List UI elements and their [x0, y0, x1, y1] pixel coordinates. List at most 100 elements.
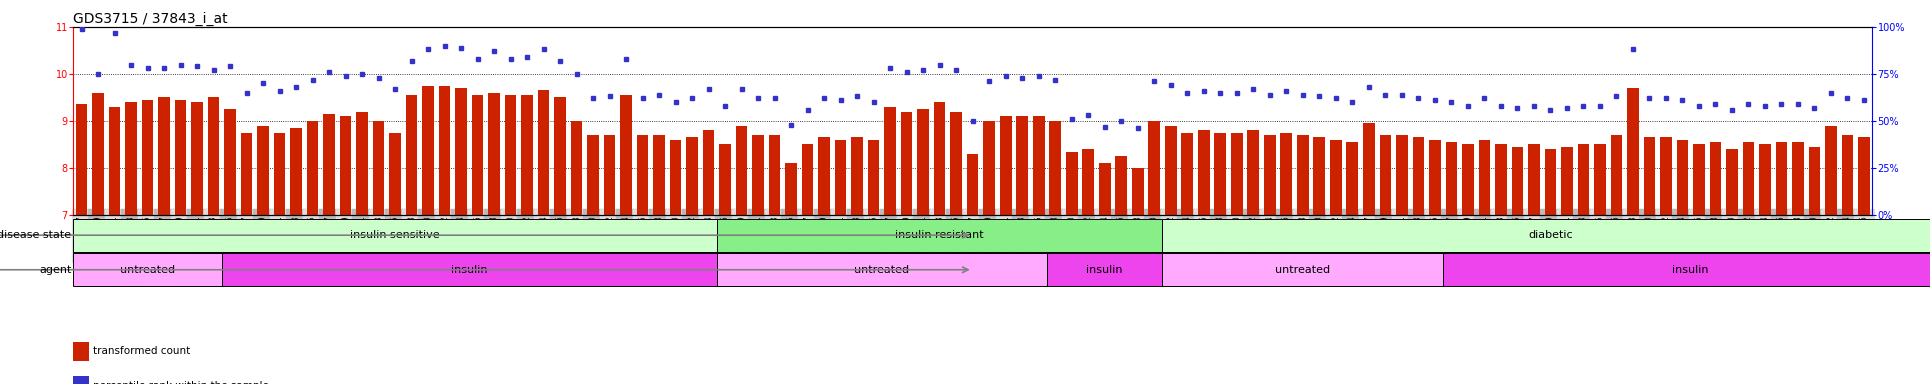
- Bar: [1116, 156, 1127, 215]
- Bar: [538, 90, 550, 215]
- Bar: [1660, 137, 1671, 215]
- Bar: [521, 95, 533, 215]
- Bar: [818, 137, 830, 215]
- Bar: [224, 109, 235, 215]
- Bar: [1413, 137, 1424, 215]
- Bar: [1478, 140, 1490, 215]
- Bar: [720, 144, 731, 215]
- Bar: [984, 121, 996, 215]
- Bar: [554, 98, 565, 215]
- Bar: [768, 135, 780, 215]
- Bar: [1808, 147, 1820, 215]
- Text: insulin resistant: insulin resistant: [896, 230, 984, 240]
- Bar: [1610, 135, 1621, 215]
- Bar: [716, 253, 1046, 286]
- Bar: [1162, 253, 1444, 286]
- Bar: [1428, 140, 1440, 215]
- Bar: [716, 219, 1162, 252]
- Bar: [1826, 126, 1837, 215]
- Bar: [1133, 168, 1143, 215]
- Bar: [735, 126, 747, 215]
- Bar: [1395, 135, 1407, 215]
- Bar: [1693, 144, 1704, 215]
- Bar: [967, 154, 979, 215]
- Bar: [1529, 144, 1540, 215]
- Text: untreated: untreated: [855, 265, 909, 275]
- Bar: [934, 102, 946, 215]
- Bar: [1444, 253, 1930, 286]
- Bar: [1065, 152, 1077, 215]
- Bar: [176, 100, 187, 215]
- Bar: [307, 121, 318, 215]
- Bar: [670, 140, 681, 215]
- Bar: [571, 121, 583, 215]
- Text: transformed count: transformed count: [93, 346, 189, 356]
- Bar: [108, 107, 120, 215]
- Text: untreated: untreated: [1276, 265, 1330, 275]
- Bar: [1046, 253, 1162, 286]
- Bar: [1148, 121, 1160, 215]
- Bar: [1000, 116, 1011, 215]
- Bar: [208, 98, 220, 215]
- Bar: [1743, 142, 1754, 215]
- Bar: [1511, 147, 1523, 215]
- Bar: [1859, 137, 1870, 215]
- Bar: [604, 135, 616, 215]
- Bar: [340, 116, 351, 215]
- Bar: [191, 102, 203, 215]
- Bar: [851, 137, 863, 215]
- Bar: [836, 140, 847, 215]
- Bar: [1098, 163, 1110, 215]
- Bar: [1594, 144, 1606, 215]
- Bar: [1181, 133, 1193, 215]
- Bar: [423, 86, 434, 215]
- Bar: [241, 133, 253, 215]
- Text: disease state: disease state: [0, 230, 71, 240]
- Bar: [1330, 140, 1341, 215]
- Bar: [786, 163, 797, 215]
- Bar: [687, 137, 699, 215]
- Bar: [141, 100, 152, 215]
- Bar: [75, 104, 87, 215]
- Bar: [950, 112, 961, 215]
- Bar: [73, 253, 222, 286]
- Bar: [1677, 140, 1689, 215]
- Text: percentile rank within the sample: percentile rank within the sample: [93, 381, 268, 384]
- Bar: [1264, 135, 1276, 215]
- Bar: [654, 135, 666, 215]
- Bar: [1363, 123, 1374, 215]
- Text: insulin sensitive: insulin sensitive: [351, 230, 440, 240]
- Text: insulin: insulin: [1671, 265, 1708, 275]
- Bar: [125, 102, 137, 215]
- Bar: [1214, 133, 1226, 215]
- Text: insulin: insulin: [1087, 265, 1123, 275]
- Bar: [324, 114, 336, 215]
- Bar: [1544, 149, 1556, 215]
- Bar: [158, 98, 170, 215]
- Bar: [703, 130, 714, 215]
- Bar: [1776, 142, 1787, 215]
- Bar: [620, 95, 631, 215]
- Bar: [1710, 142, 1722, 215]
- Bar: [372, 121, 384, 215]
- Bar: [1758, 144, 1770, 215]
- Bar: [1841, 135, 1853, 215]
- Bar: [587, 135, 598, 215]
- Bar: [1446, 142, 1457, 215]
- Bar: [438, 86, 450, 215]
- Bar: [1083, 149, 1094, 215]
- Bar: [1725, 149, 1737, 215]
- Bar: [274, 133, 286, 215]
- Bar: [1231, 133, 1243, 215]
- Bar: [1380, 135, 1392, 215]
- Bar: [1561, 147, 1573, 215]
- Bar: [753, 135, 764, 215]
- Bar: [93, 93, 104, 215]
- Bar: [803, 144, 813, 215]
- Bar: [637, 135, 648, 215]
- Bar: [917, 109, 928, 215]
- Bar: [73, 219, 716, 252]
- Bar: [1347, 142, 1359, 215]
- Bar: [1314, 137, 1326, 215]
- Bar: [1033, 116, 1044, 215]
